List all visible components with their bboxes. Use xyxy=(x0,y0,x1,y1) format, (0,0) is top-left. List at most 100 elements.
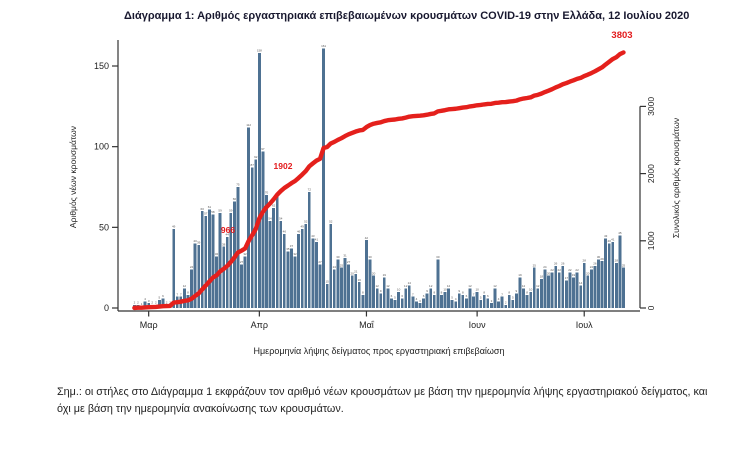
svg-text:49: 49 xyxy=(301,225,305,229)
svg-text:32: 32 xyxy=(293,252,297,256)
svg-text:97: 97 xyxy=(261,147,265,151)
daily-cases-bar xyxy=(390,298,393,308)
daily-cases-bar xyxy=(493,288,497,308)
right-axis-tick-label: 0 xyxy=(646,305,656,310)
daily-cases-bar xyxy=(604,238,608,308)
daily-cases-bar xyxy=(450,299,454,308)
svg-text:22: 22 xyxy=(550,268,554,272)
daily-cases-bar xyxy=(261,151,265,308)
daily-cases-bar xyxy=(375,288,379,308)
svg-text:8: 8 xyxy=(362,291,364,295)
svg-text:6: 6 xyxy=(466,294,468,298)
svg-text:12: 12 xyxy=(447,284,451,288)
left-axis-tick-label: 100 xyxy=(94,142,109,152)
daily-cases-bar xyxy=(322,48,326,308)
svg-text:46: 46 xyxy=(297,229,301,233)
daily-cases-bar xyxy=(225,237,229,308)
svg-text:32: 32 xyxy=(215,252,219,256)
x-axis: Μαρ Απρ Μαΐ Ιουν Ιουλ xyxy=(118,310,640,330)
daily-cases-bar xyxy=(500,296,504,308)
daily-cases-bar xyxy=(579,285,583,308)
x-axis-month-label: Μαΐ xyxy=(359,320,375,330)
svg-text:26: 26 xyxy=(561,262,565,266)
svg-text:12: 12 xyxy=(522,284,526,288)
svg-text:40: 40 xyxy=(608,239,612,243)
daily-cases-bar xyxy=(368,259,372,308)
svg-text:9: 9 xyxy=(458,289,460,293)
daily-cases-bar xyxy=(340,267,343,308)
daily-cases-bar xyxy=(575,272,579,308)
svg-text:10: 10 xyxy=(397,287,401,291)
daily-cases-bar xyxy=(568,272,572,308)
daily-cases-bar xyxy=(429,288,433,308)
svg-text:61: 61 xyxy=(208,205,212,209)
daily-cases-bar xyxy=(482,295,486,308)
svg-text:9: 9 xyxy=(426,289,428,293)
svg-text:41: 41 xyxy=(611,237,615,241)
svg-text:59: 59 xyxy=(229,208,233,212)
svg-text:24: 24 xyxy=(333,265,337,269)
svg-text:161: 161 xyxy=(321,44,326,48)
svg-text:4: 4 xyxy=(498,297,500,301)
svg-text:6: 6 xyxy=(401,294,403,298)
daily-cases-bar xyxy=(436,259,440,308)
svg-text:57: 57 xyxy=(204,212,208,216)
svg-text:30: 30 xyxy=(436,255,440,259)
daily-cases-bar xyxy=(514,293,518,308)
svg-text:35: 35 xyxy=(286,247,290,251)
svg-text:37: 37 xyxy=(290,244,294,248)
left-axis: 0 50 100 150 xyxy=(94,40,119,313)
svg-text:70: 70 xyxy=(265,191,269,195)
svg-text:30: 30 xyxy=(597,255,601,259)
svg-text:25: 25 xyxy=(533,263,537,267)
svg-text:5: 5 xyxy=(394,296,396,300)
daily-cases-bar xyxy=(486,298,490,308)
daily-cases-bar xyxy=(586,275,590,308)
svg-text:7: 7 xyxy=(412,292,414,296)
daily-cases-bar xyxy=(457,293,461,308)
svg-text:20: 20 xyxy=(372,271,376,275)
svg-text:2: 2 xyxy=(166,300,168,304)
svg-text:87: 87 xyxy=(251,163,255,167)
daily-cases-bar xyxy=(268,220,272,308)
svg-text:21: 21 xyxy=(354,270,358,274)
daily-cases-bar xyxy=(589,269,593,308)
daily-cases-bar xyxy=(204,216,208,308)
y-axis-title-left: Αριθμός νέων κρουσμάτων xyxy=(68,125,78,229)
svg-text:62: 62 xyxy=(272,204,276,208)
daily-cases-bar xyxy=(329,224,333,308)
annotation-label: 1902 xyxy=(274,161,293,171)
svg-text:2: 2 xyxy=(137,300,139,304)
daily-cases-bar xyxy=(379,293,383,308)
daily-cases-bar xyxy=(293,256,297,308)
svg-text:43: 43 xyxy=(604,234,608,238)
daily-cases-bar xyxy=(357,282,361,308)
daily-cases-bar xyxy=(332,269,336,308)
left-axis-tick-label: 0 xyxy=(104,303,109,313)
daily-cases-bar xyxy=(318,264,322,308)
right-axis-tick-label: 1000 xyxy=(646,231,656,250)
svg-text:54: 54 xyxy=(268,216,272,220)
daily-cases-bar xyxy=(236,187,240,308)
daily-cases-bar xyxy=(529,291,533,308)
daily-cases-bar xyxy=(247,127,251,308)
svg-text:14: 14 xyxy=(579,281,583,285)
daily-cases-bar xyxy=(215,256,218,308)
svg-text:19: 19 xyxy=(518,273,522,277)
annotations-layer: 966 1902 3803 xyxy=(221,30,633,235)
svg-text:20: 20 xyxy=(547,271,551,275)
daily-cases-bar xyxy=(286,251,290,308)
svg-text:16: 16 xyxy=(358,278,362,282)
svg-text:3: 3 xyxy=(419,299,421,303)
daily-cases-bar xyxy=(200,211,204,308)
svg-text:59: 59 xyxy=(218,208,222,212)
daily-cases-bar xyxy=(275,196,279,308)
svg-text:45: 45 xyxy=(618,231,622,235)
daily-cases-bar xyxy=(290,248,293,308)
svg-text:24: 24 xyxy=(543,265,547,269)
svg-text:10: 10 xyxy=(475,287,479,291)
svg-text:19: 19 xyxy=(383,273,387,277)
svg-text:72: 72 xyxy=(308,187,312,191)
daily-cases-bar xyxy=(554,266,558,308)
